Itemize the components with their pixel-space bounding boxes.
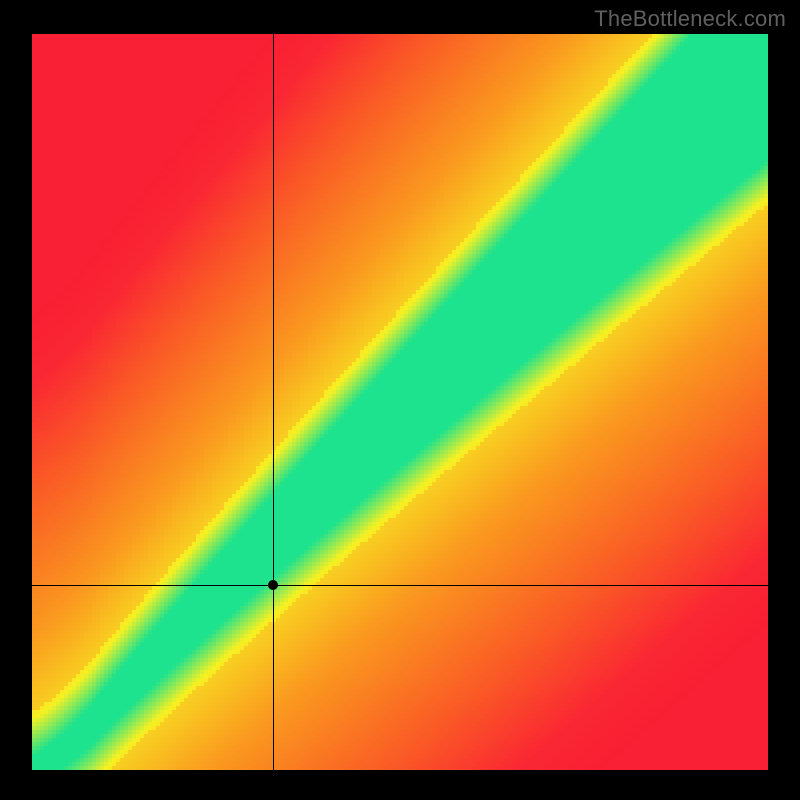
- heatmap-canvas: [32, 34, 768, 770]
- heatmap-plot: [32, 34, 768, 770]
- watermark-text: TheBottleneck.com: [594, 6, 786, 32]
- crosshair-horizontal: [32, 585, 768, 586]
- figure-container: TheBottleneck.com: [0, 0, 800, 800]
- marker-dot: [268, 580, 278, 590]
- crosshair-vertical: [273, 34, 274, 770]
